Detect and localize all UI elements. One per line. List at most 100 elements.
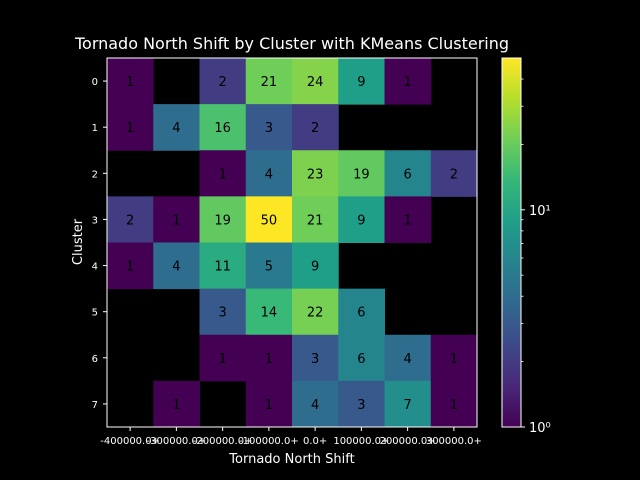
colorbar-frame (501, 57, 522, 428)
cell-value-label: 1 (126, 75, 134, 90)
cell-value-label: 1 (172, 213, 180, 228)
plot-frame (106, 57, 478, 428)
heatmap-cells (107, 58, 478, 428)
cell-value-label: 7 (403, 398, 411, 413)
colorbar-tick-label: 10¹ (529, 204, 551, 219)
cell-value-label: 1 (126, 260, 134, 275)
colorbar-tick-label: 10⁰ (529, 421, 551, 436)
heatmap-cell (107, 242, 154, 290)
heatmap-cell (384, 380, 432, 428)
cell-value-label: 1 (450, 352, 458, 367)
cell-value-label: 6 (357, 352, 365, 367)
colorbar (502, 58, 521, 427)
cell-value-label: 1 (218, 352, 226, 367)
heatmap-cell (199, 58, 247, 105)
cell-value-label: 3 (357, 398, 365, 413)
heatmap-cell (292, 242, 339, 290)
cell-value-label: 2 (126, 213, 134, 228)
heatmap-cell (245, 104, 293, 151)
x-tick-label: -300000.0+ (147, 436, 207, 447)
heatmap-cell (292, 58, 339, 105)
cell-value-label: 16 (214, 121, 231, 136)
heatmap-cell (292, 288, 339, 336)
cell-value-label: 6 (403, 167, 411, 182)
cell-value-label: 1 (172, 398, 180, 413)
y-tick-label: 4 (92, 262, 98, 273)
cell-value-label: 1 (218, 167, 226, 182)
heatmap-cell (153, 380, 200, 428)
heatmap-cell (338, 196, 385, 243)
cell-value-label: 23 (307, 167, 324, 182)
heatmap-cell (430, 380, 478, 428)
cell-value-label: 21 (261, 75, 278, 90)
cell-value-label: 4 (311, 398, 319, 413)
cell-value-label: 2 (450, 167, 458, 182)
cell-value-label: 1 (403, 213, 411, 228)
heatmap-cell (292, 196, 339, 243)
heatmap-cell (245, 58, 293, 105)
cell-value-label: 1 (265, 352, 273, 367)
cell-value-label: 4 (172, 260, 180, 275)
heatmap-cell (107, 58, 154, 105)
heatmap-cell (292, 150, 339, 197)
heatmap-cell (245, 196, 293, 243)
cell-value-label: 22 (307, 306, 324, 321)
x-tick-label: -200000.0+ (193, 436, 253, 447)
heatmap-cell (430, 150, 478, 197)
heatmap-cell (199, 242, 247, 290)
heatmap-cell (338, 150, 385, 197)
heatmap-cell (338, 334, 385, 382)
cell-value-label: 14 (261, 306, 278, 321)
x-axis-label: Tornado North Shift (228, 452, 354, 467)
heatmap-cell (338, 380, 385, 428)
colorbar-ticks: 10⁰ 10¹ (521, 78, 551, 436)
heatmap-cell (153, 104, 200, 151)
cell-value-label: 24 (307, 75, 324, 90)
heatmap-cell (107, 196, 154, 243)
y-tick-label: 7 (92, 400, 98, 411)
cell-value-label: 9 (357, 75, 365, 90)
cell-value-label: 1 (265, 398, 273, 413)
y-tick-label: 5 (92, 308, 98, 319)
heatmap-cell (153, 196, 200, 243)
cell-value-label: 19 (353, 167, 370, 182)
cell-value-label: 1 (126, 121, 134, 136)
cell-value-label: 1 (403, 75, 411, 90)
heatmap-cell (107, 104, 154, 151)
x-tick-label: -400000.0+ (100, 436, 160, 447)
x-axis-ticks: -400000.0+-300000.0+-200000.0+-100000.0+… (100, 427, 482, 447)
heatmap-cell (292, 104, 339, 151)
cell-value-label: 19 (214, 213, 231, 228)
heatmap-cell (292, 334, 339, 382)
y-axis-ticks: 0 1 2 3 4 5 6 7 (92, 77, 107, 411)
heatmap-cell (199, 288, 247, 336)
cell-value-label: 2 (311, 121, 319, 136)
x-tick-label: 300000.0+ (426, 436, 482, 447)
y-tick-label: 3 (92, 215, 98, 226)
heatmap-cell (245, 242, 293, 290)
cell-value-label: 11 (214, 260, 231, 275)
x-tick-label: 100000.0+ (333, 436, 389, 447)
heatmap-cell (245, 150, 293, 197)
heatmap-cell (384, 58, 432, 105)
y-tick-label: 1 (92, 123, 98, 134)
cell-value-label: 9 (311, 260, 319, 275)
y-tick-label: 0 (92, 77, 98, 88)
cell-value-label: 4 (265, 167, 273, 182)
heatmap-cell (338, 58, 385, 105)
heatmap-cell (384, 150, 432, 197)
heatmap-cell (245, 288, 293, 336)
cell-value-label: 4 (172, 121, 180, 136)
cell-value-label: 3 (218, 306, 226, 321)
cell-value-label: 3 (265, 121, 273, 136)
cell-value-label: 6 (357, 306, 365, 321)
x-tick-label: 0.0+ (303, 436, 327, 447)
cell-value-label: 4 (403, 352, 411, 367)
x-tick-label: -100000.0+ (239, 436, 299, 447)
cell-value-label: 5 (265, 260, 273, 275)
cell-value-label: 1 (450, 398, 458, 413)
y-axis-label: Cluster (71, 218, 86, 265)
heatmap-cell (384, 334, 432, 382)
heatmap-cell (384, 196, 432, 243)
